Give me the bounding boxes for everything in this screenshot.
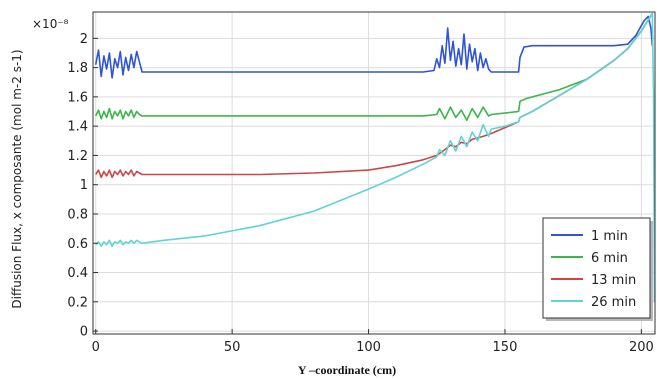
legend-label: 26 min xyxy=(591,295,636,310)
x-tick-label: 150 xyxy=(493,340,518,355)
y-tick-label: 1 xyxy=(80,178,88,193)
y-tick-label: 1.8 xyxy=(67,61,88,76)
x-tick-label: 100 xyxy=(356,340,381,355)
series-line xyxy=(94,15,654,79)
y-tick-label: 0 xyxy=(80,325,88,340)
x-tick-label: 50 xyxy=(224,340,241,355)
legend-label: 13 min xyxy=(591,273,636,288)
y-axis-label: Diffusion Flux, x composante (mol m-2 s-… xyxy=(10,49,24,308)
series-line xyxy=(95,12,656,302)
y-tick-label: 0.4 xyxy=(67,266,88,281)
y-tick-label: 0.8 xyxy=(67,207,88,222)
x-tick-label: 0 xyxy=(92,340,100,355)
legend: 1 min 6 min 13 min 26 min xyxy=(542,217,653,321)
series-lines xyxy=(94,12,656,302)
y-tick-label: 1.2 xyxy=(67,149,88,164)
y-tick-label: 1.4 xyxy=(67,120,88,135)
y-axis-exponent: ×10⁻⁸ xyxy=(32,17,69,31)
y-tick-label: 0.6 xyxy=(67,237,88,252)
x-tick-label: 200 xyxy=(629,340,654,355)
plot-frame xyxy=(92,11,656,335)
y-tick-label: 2 xyxy=(80,32,88,47)
grid-lines xyxy=(93,12,655,334)
y-tick-label: 1.6 xyxy=(67,90,88,105)
legend-label: 1 min xyxy=(591,229,628,244)
legend-label: 6 min xyxy=(591,251,628,266)
y-tick-label: 0.2 xyxy=(67,295,88,310)
x-axis-label: Y –coordinate (cm) xyxy=(298,363,396,377)
series-line xyxy=(94,13,653,122)
axis-ticks: 0 50 100 150 200 0 0.2 0.4 0.6 0.8 1 1.2 1.4 1.6 1.8 2 xyxy=(67,32,653,355)
